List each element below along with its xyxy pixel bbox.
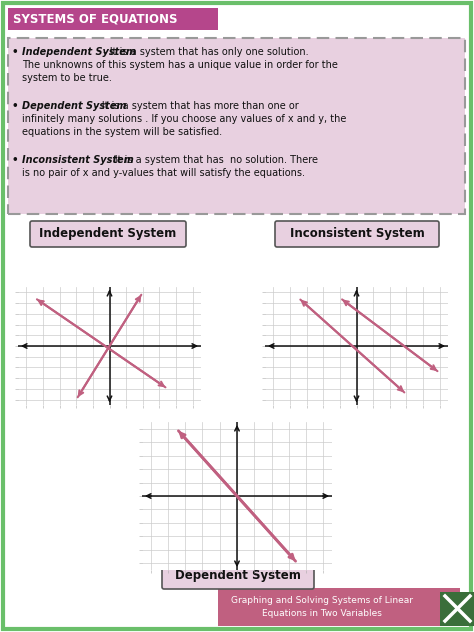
FancyBboxPatch shape — [8, 38, 465, 214]
FancyBboxPatch shape — [218, 588, 460, 626]
FancyBboxPatch shape — [8, 8, 218, 30]
Text: Independent System: Independent System — [39, 228, 177, 241]
Text: Dependent System: Dependent System — [175, 569, 301, 583]
FancyBboxPatch shape — [30, 221, 186, 247]
Text: •: • — [12, 47, 18, 57]
FancyBboxPatch shape — [275, 221, 439, 247]
Text: •: • — [12, 101, 18, 111]
Text: Graphing and Solving Systems of Linear
Equations in Two Variables: Graphing and Solving Systems of Linear E… — [231, 596, 413, 617]
Text: - It is a system that has only one solution.: - It is a system that has only one solut… — [100, 47, 309, 57]
Text: Independent System: Independent System — [22, 47, 136, 57]
FancyBboxPatch shape — [162, 563, 314, 589]
Text: - It is a system that has more than one or: - It is a system that has more than one … — [91, 101, 298, 111]
Text: equations in the system will be satisfied.: equations in the system will be satisfie… — [22, 127, 222, 137]
Text: is no pair of x and y-values that will satisfy the equations.: is no pair of x and y-values that will s… — [22, 168, 305, 178]
Text: Inconsistent System: Inconsistent System — [22, 155, 134, 165]
Text: SYSTEMS OF EQUATIONS: SYSTEMS OF EQUATIONS — [13, 13, 177, 25]
Text: infinitely many solutions . If you choose any values of x and y, the: infinitely many solutions . If you choos… — [22, 114, 346, 124]
Text: Inconsistent System: Inconsistent System — [290, 228, 424, 241]
FancyBboxPatch shape — [3, 3, 471, 629]
Text: The unknowns of this system has a unique value in order for the: The unknowns of this system has a unique… — [22, 60, 338, 70]
Text: •: • — [12, 155, 18, 165]
Text: - It is a system that has  no solution. There: - It is a system that has no solution. T… — [105, 155, 318, 165]
FancyBboxPatch shape — [440, 592, 474, 626]
Text: Dependent System: Dependent System — [22, 101, 127, 111]
Text: system to be true.: system to be true. — [22, 73, 112, 83]
